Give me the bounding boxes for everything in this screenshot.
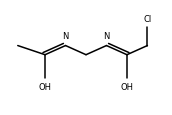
Text: OH: OH xyxy=(120,82,133,91)
Text: N: N xyxy=(103,32,110,40)
Text: N: N xyxy=(62,32,69,40)
Text: Cl: Cl xyxy=(143,14,152,23)
Text: OH: OH xyxy=(39,82,52,91)
